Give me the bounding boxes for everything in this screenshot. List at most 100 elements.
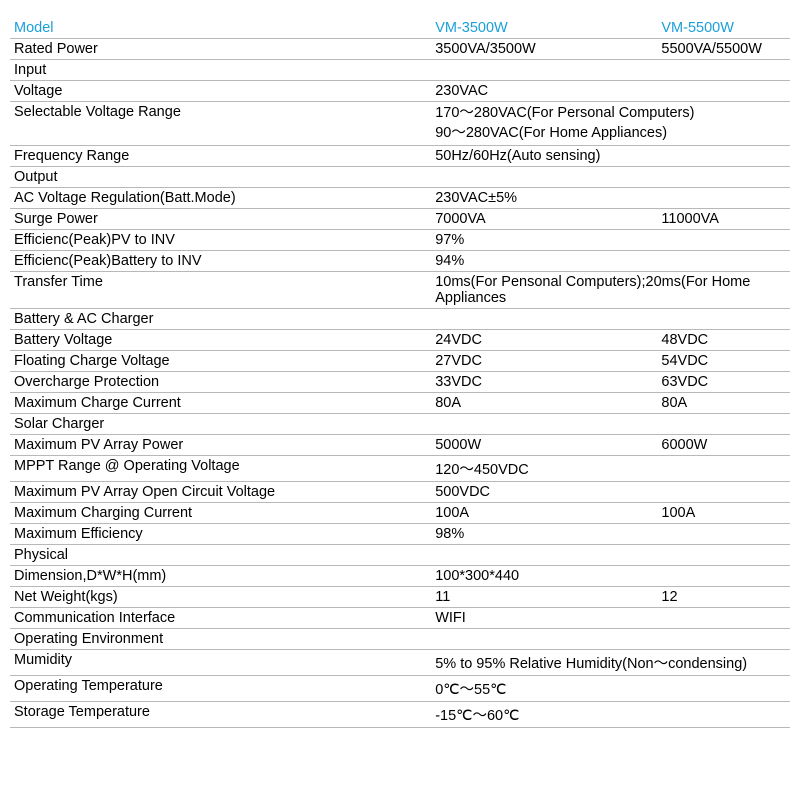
table-row: Frequency Range50Hz/60Hz(Auto sensing) xyxy=(10,146,790,167)
cell-value: 50Hz/60Hz(Auto sensing) xyxy=(431,146,790,167)
cell-value: 170～280VAC(For Personal Computers)90～280… xyxy=(431,102,790,146)
cell-value-a: 11 xyxy=(431,587,657,608)
row-label: Solar Charger xyxy=(10,414,431,435)
row-label: Operating Environment xyxy=(10,629,431,650)
cell-value-b: 5500VA/5500W xyxy=(657,39,790,60)
cell-value-a: 33VDC xyxy=(431,372,657,393)
cell-empty xyxy=(657,545,790,566)
cell-value: 230VAC±5% xyxy=(431,188,790,209)
cell-empty xyxy=(657,629,790,650)
table-row: ModelVM-3500WVM-5500W xyxy=(10,18,790,39)
table-row: Operating Temperature0℃～55℃ xyxy=(10,676,790,702)
cell-value-b: 11000VA xyxy=(657,209,790,230)
row-label: Mumidity xyxy=(10,650,431,676)
cell-value-b: 80A xyxy=(657,393,790,414)
table-row: Floating Charge Voltage27VDC54VDC xyxy=(10,351,790,372)
cell-value: 230VAC xyxy=(431,81,790,102)
table-row: Efficienc(Peak)PV to INV97% xyxy=(10,230,790,251)
row-label: Frequency Range xyxy=(10,146,431,167)
table-row: Battery Voltage24VDC48VDC xyxy=(10,330,790,351)
cell-value: 100*300*440 xyxy=(431,566,790,587)
cell-empty xyxy=(431,414,657,435)
table-row: Maximum PV Array Open Circuit Voltage500… xyxy=(10,482,790,503)
row-label: Battery Voltage xyxy=(10,330,431,351)
row-label: Maximum Efficiency xyxy=(10,524,431,545)
table-row: Output xyxy=(10,167,790,188)
row-label: Rated Power xyxy=(10,39,431,60)
cell-empty xyxy=(657,167,790,188)
cell-value-a: 80A xyxy=(431,393,657,414)
table-row: Voltage230VAC xyxy=(10,81,790,102)
cell-value-a: 24VDC xyxy=(431,330,657,351)
row-label: Floating Charge Voltage xyxy=(10,351,431,372)
cell-empty xyxy=(657,309,790,330)
table-row: Communication InterfaceWIFI xyxy=(10,608,790,629)
table-row: Maximum Charging Current100A100A xyxy=(10,503,790,524)
table-row: Efficienc(Peak)Battery to INV94% xyxy=(10,251,790,272)
cell-empty xyxy=(431,629,657,650)
table-row: Overcharge Protection33VDC63VDC xyxy=(10,372,790,393)
row-label: Communication Interface xyxy=(10,608,431,629)
cell-empty xyxy=(431,545,657,566)
row-label: Voltage xyxy=(10,81,431,102)
row-label: Dimension,D*W*H(mm) xyxy=(10,566,431,587)
table-row: Maximum PV Array Power5000W6000W xyxy=(10,435,790,456)
row-label: Storage Temperature xyxy=(10,702,431,728)
row-label: Overcharge Protection xyxy=(10,372,431,393)
row-label: Net Weight(kgs) xyxy=(10,587,431,608)
table-row: Mumidity5% to 95% Relative Humidity(Non～… xyxy=(10,650,790,676)
cell-value-b: 63VDC xyxy=(657,372,790,393)
cell-value: 120～450VDC xyxy=(431,456,790,482)
cell-value-a: 27VDC xyxy=(431,351,657,372)
cell-value-a: 100A xyxy=(431,503,657,524)
cell-empty xyxy=(657,60,790,81)
cell-value-a: VM-3500W xyxy=(431,18,657,39)
table-row: Storage Temperature-15℃～60℃ xyxy=(10,702,790,728)
row-label: Efficienc(Peak)Battery to INV xyxy=(10,251,431,272)
row-label: Maximum Charge Current xyxy=(10,393,431,414)
cell-value: WIFI xyxy=(431,608,790,629)
table-row: Physical xyxy=(10,545,790,566)
row-label: Model xyxy=(10,18,431,39)
table-row: AC Voltage Regulation(Batt.Mode)230VAC±5… xyxy=(10,188,790,209)
cell-empty xyxy=(431,309,657,330)
cell-value-b: 100A xyxy=(657,503,790,524)
table-row: Rated Power3500VA/3500W5500VA/5500W xyxy=(10,39,790,60)
row-label: Input xyxy=(10,60,431,81)
table-row: Maximum Efficiency98% xyxy=(10,524,790,545)
cell-value: 0℃～55℃ xyxy=(431,676,790,702)
cell-value: 5% to 95% Relative Humidity(Non～condensi… xyxy=(431,650,790,676)
cell-value-b: 48VDC xyxy=(657,330,790,351)
cell-value: 500VDC xyxy=(431,482,790,503)
cell-value: 98% xyxy=(431,524,790,545)
table-row: Solar Charger xyxy=(10,414,790,435)
cell-value-a: 7000VA xyxy=(431,209,657,230)
table-row: Dimension,D*W*H(mm)100*300*440 xyxy=(10,566,790,587)
table-row: Battery & AC Charger xyxy=(10,309,790,330)
table-row: Transfer Time10ms(For Pensonal Computers… xyxy=(10,272,790,309)
table-row: MPPT Range @ Operating Voltage120～450VDC xyxy=(10,456,790,482)
cell-value: 94% xyxy=(431,251,790,272)
table-row: Input xyxy=(10,60,790,81)
table-row: Surge Power7000VA11000VA xyxy=(10,209,790,230)
row-label: MPPT Range @ Operating Voltage xyxy=(10,456,431,482)
row-label: Transfer Time xyxy=(10,272,431,309)
cell-value-b: 6000W xyxy=(657,435,790,456)
cell-value: 97% xyxy=(431,230,790,251)
row-label: AC Voltage Regulation(Batt.Mode) xyxy=(10,188,431,209)
cell-empty xyxy=(657,414,790,435)
cell-value-a: 3500VA/3500W xyxy=(431,39,657,60)
cell-empty xyxy=(431,167,657,188)
cell-empty xyxy=(431,60,657,81)
row-label: Maximum PV Array Open Circuit Voltage xyxy=(10,482,431,503)
row-label: Battery & AC Charger xyxy=(10,309,431,330)
row-label: Maximum Charging Current xyxy=(10,503,431,524)
spec-table: ModelVM-3500WVM-5500WRated Power3500VA/3… xyxy=(10,18,790,728)
table-row: Operating Environment xyxy=(10,629,790,650)
cell-value-b: 54VDC xyxy=(657,351,790,372)
cell-value-a: 5000W xyxy=(431,435,657,456)
table-row: Maximum Charge Current80A80A xyxy=(10,393,790,414)
cell-value-b: VM-5500W xyxy=(657,18,790,39)
row-label: Operating Temperature xyxy=(10,676,431,702)
cell-value: 10ms(For Pensonal Computers);20ms(For Ho… xyxy=(431,272,790,309)
